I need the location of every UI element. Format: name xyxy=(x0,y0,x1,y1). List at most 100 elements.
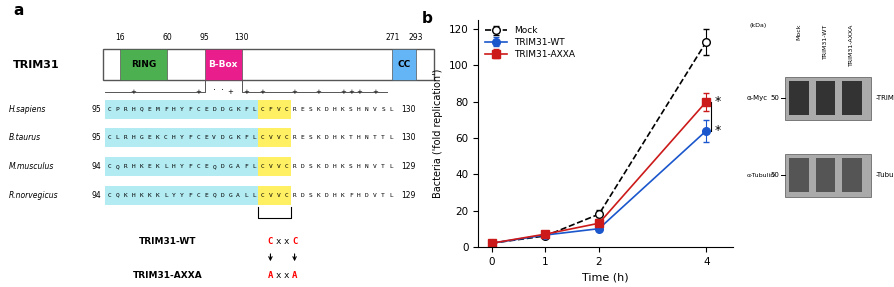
Text: x: x xyxy=(275,271,282,280)
Text: +: + xyxy=(356,89,362,95)
Text: Y: Y xyxy=(180,106,184,112)
Text: H: H xyxy=(172,164,176,169)
Text: +: + xyxy=(291,89,298,95)
Text: A: A xyxy=(236,193,240,198)
Text: H: H xyxy=(172,106,176,112)
Text: L: L xyxy=(252,164,257,169)
Text: 130: 130 xyxy=(401,133,416,142)
Text: L: L xyxy=(389,106,393,112)
Text: b: b xyxy=(422,11,433,26)
Text: K: K xyxy=(316,164,321,169)
Bar xyxy=(104,49,434,80)
Bar xyxy=(258,100,291,119)
Text: Q: Q xyxy=(212,193,216,198)
Text: C: C xyxy=(267,236,274,246)
Text: Y: Y xyxy=(172,193,176,198)
Text: C: C xyxy=(107,106,112,112)
Text: 95: 95 xyxy=(91,133,101,142)
Text: -Tubulin: -Tubulin xyxy=(875,172,894,179)
Text: F: F xyxy=(244,135,249,140)
Text: R: R xyxy=(123,164,128,169)
Text: C: C xyxy=(284,193,289,198)
Text: V: V xyxy=(276,164,281,169)
Text: 60: 60 xyxy=(163,33,173,42)
Text: T: T xyxy=(373,135,377,140)
Text: N: N xyxy=(365,164,369,169)
Text: S: S xyxy=(308,106,313,112)
Text: C: C xyxy=(196,193,200,198)
Text: C: C xyxy=(260,164,265,169)
Text: +: + xyxy=(340,89,346,95)
Text: (kDa): (kDa) xyxy=(749,24,766,28)
Text: +: + xyxy=(316,89,322,95)
Text: M.musculus: M.musculus xyxy=(9,162,55,171)
Bar xyxy=(258,157,291,176)
Text: F: F xyxy=(188,135,192,140)
Text: C: C xyxy=(260,193,265,198)
Text: D: D xyxy=(220,106,224,112)
Text: S: S xyxy=(308,135,313,140)
Text: L: L xyxy=(244,193,249,198)
Text: C: C xyxy=(107,135,112,140)
Bar xyxy=(105,128,258,147)
Text: L: L xyxy=(389,164,393,169)
Text: K: K xyxy=(341,193,345,198)
Text: L: L xyxy=(389,193,393,198)
Text: H: H xyxy=(357,106,361,112)
Legend: Mock, TRIM31-WT, TRIM31-AXXA: Mock, TRIM31-WT, TRIM31-AXXA xyxy=(483,25,578,61)
Text: E: E xyxy=(148,135,152,140)
Text: D: D xyxy=(325,193,329,198)
Text: H: H xyxy=(333,193,337,198)
Text: a: a xyxy=(13,3,23,18)
Text: F: F xyxy=(188,164,192,169)
Bar xyxy=(842,158,862,192)
Text: T: T xyxy=(381,193,385,198)
Text: R: R xyxy=(292,106,297,112)
Text: H.sapiens: H.sapiens xyxy=(9,104,46,114)
Text: E: E xyxy=(204,193,208,198)
Text: D: D xyxy=(300,164,305,169)
Text: H: H xyxy=(333,135,337,140)
Text: K: K xyxy=(156,164,160,169)
Text: K: K xyxy=(341,135,345,140)
Text: +: + xyxy=(243,89,249,95)
Text: H: H xyxy=(172,135,176,140)
Bar xyxy=(105,157,258,176)
Text: S: S xyxy=(381,106,385,112)
X-axis label: Time (h): Time (h) xyxy=(582,272,629,282)
Text: A: A xyxy=(291,271,298,280)
Text: K: K xyxy=(123,193,128,198)
Y-axis label: Bacteria ('fold replication'): Bacteria ('fold replication') xyxy=(434,69,443,198)
Text: H: H xyxy=(131,164,136,169)
Text: x: x xyxy=(275,236,282,246)
Text: S: S xyxy=(349,164,353,169)
Text: C: C xyxy=(196,106,200,112)
Text: R: R xyxy=(292,164,297,169)
Text: H: H xyxy=(131,135,136,140)
Text: K: K xyxy=(156,135,160,140)
Text: 95: 95 xyxy=(199,33,209,42)
Text: H: H xyxy=(357,193,361,198)
Text: L: L xyxy=(164,193,168,198)
Text: 50: 50 xyxy=(771,172,780,179)
Text: V: V xyxy=(373,193,377,198)
Text: Q: Q xyxy=(115,193,120,198)
Text: E: E xyxy=(148,106,152,112)
Text: C: C xyxy=(196,164,200,169)
Text: 94: 94 xyxy=(91,191,101,200)
Text: α-Myc: α-Myc xyxy=(746,95,768,101)
Text: C: C xyxy=(284,135,289,140)
Text: T: T xyxy=(381,135,385,140)
Text: F: F xyxy=(188,106,192,112)
Text: Mock: Mock xyxy=(797,24,802,40)
Text: L: L xyxy=(389,135,393,140)
Text: 94: 94 xyxy=(91,162,101,171)
Text: H: H xyxy=(357,164,361,169)
Text: H: H xyxy=(131,106,136,112)
Bar xyxy=(258,128,291,147)
Bar xyxy=(815,158,835,192)
Text: C: C xyxy=(107,193,112,198)
Text: R.norvegicus: R.norvegicus xyxy=(9,191,59,200)
Text: D: D xyxy=(325,164,329,169)
Bar xyxy=(105,186,258,205)
